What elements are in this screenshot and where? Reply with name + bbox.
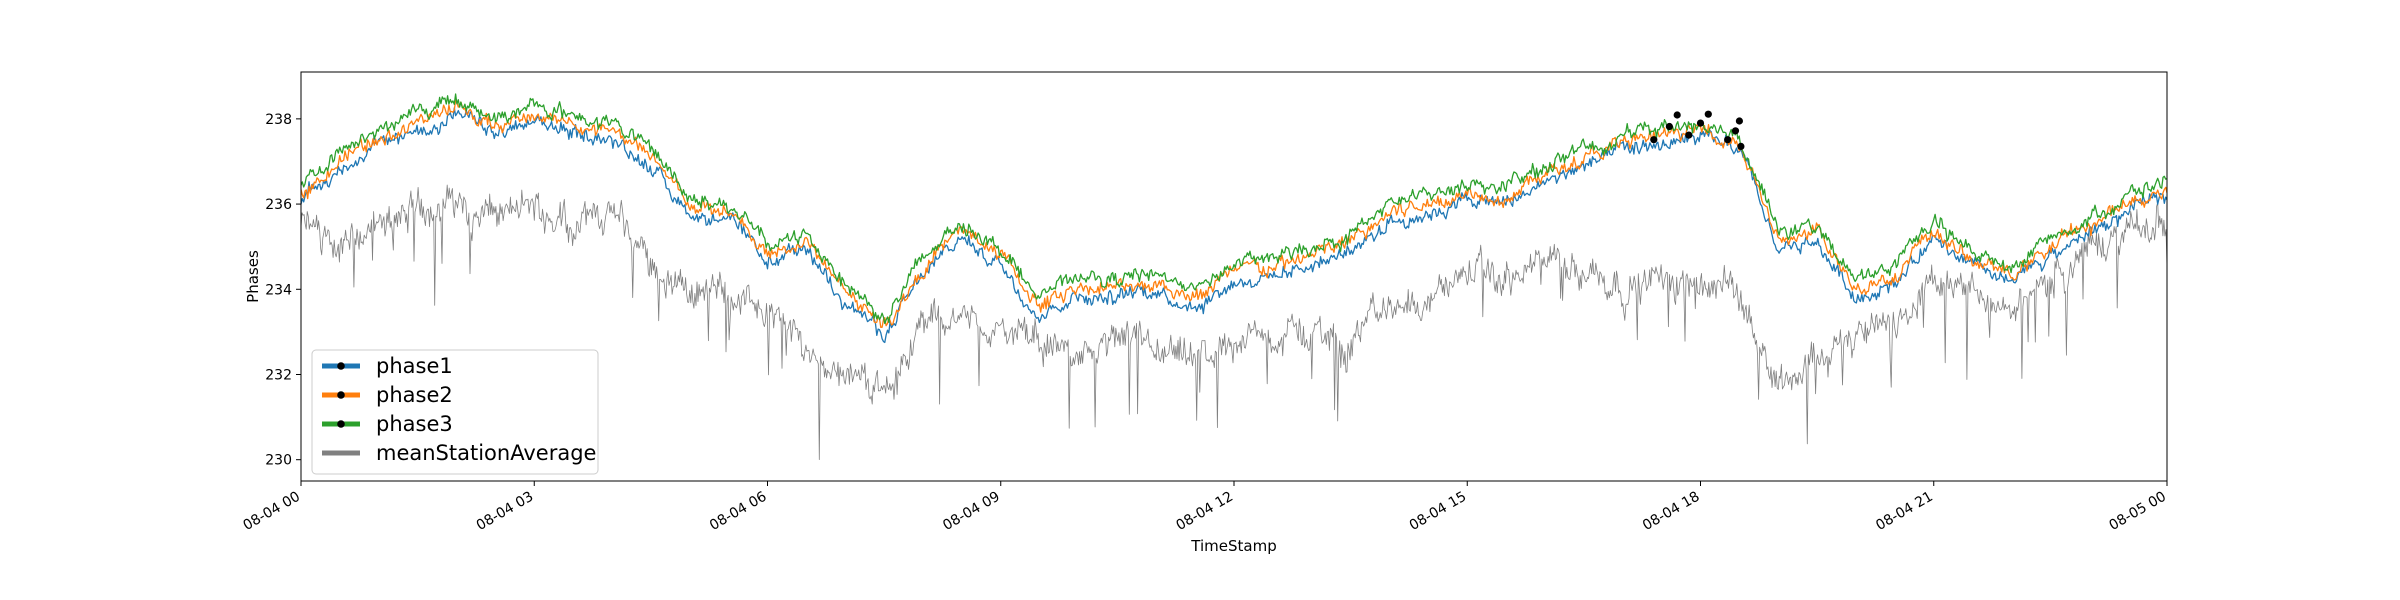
legend-box bbox=[311, 349, 599, 475]
y-tick-label: 232 bbox=[265, 367, 292, 383]
legend-marker bbox=[337, 362, 345, 370]
legend-label: phase2 bbox=[376, 383, 453, 407]
legend-item-phase1: phase1 bbox=[322, 354, 453, 378]
legend-item-meanStationAverage: meanStationAverage bbox=[322, 441, 596, 465]
series-layer bbox=[301, 93, 2167, 460]
data-point-marker bbox=[1696, 119, 1705, 127]
legend: phase1 phase2 phase3 meanStationAverage bbox=[311, 349, 599, 475]
data-point-marker bbox=[1673, 111, 1681, 119]
legend-label: phase3 bbox=[376, 412, 453, 436]
legend-item-phase2: phase2 bbox=[322, 383, 453, 407]
legend-item-phase3: phase3 bbox=[322, 412, 453, 436]
data-point-marker bbox=[1685, 131, 1693, 139]
data-point-marker bbox=[1735, 117, 1743, 125]
series-line-phase2 bbox=[301, 99, 2167, 329]
legend-label: meanStationAverage bbox=[376, 441, 596, 465]
data-point-marker bbox=[1731, 127, 1740, 135]
series-line-phase3 bbox=[301, 93, 2167, 325]
data-point-marker bbox=[1665, 122, 1673, 131]
series-line-meanStationAverage bbox=[301, 184, 2167, 460]
y-tick-label: 238 bbox=[265, 112, 292, 128]
legend-marker bbox=[337, 391, 345, 399]
legend-marker bbox=[337, 420, 345, 428]
series-line-phase1 bbox=[301, 107, 2167, 344]
y-tick-label: 230 bbox=[265, 453, 292, 469]
plot-area bbox=[301, 93, 2167, 460]
data-point-marker bbox=[1704, 110, 1712, 118]
data-point-marker bbox=[1724, 136, 1732, 144]
x-axis-label: TimeStamp bbox=[1190, 537, 1276, 555]
legend-label: phase1 bbox=[376, 354, 453, 378]
y-axis: 230 232 234 236 238 bbox=[265, 112, 301, 469]
data-point-marker bbox=[1650, 136, 1658, 144]
y-tick-label: 234 bbox=[265, 282, 292, 298]
y-axis-label: Phases bbox=[244, 250, 262, 303]
data-point-marker bbox=[1737, 142, 1745, 150]
y-tick-label: 236 bbox=[265, 197, 292, 213]
